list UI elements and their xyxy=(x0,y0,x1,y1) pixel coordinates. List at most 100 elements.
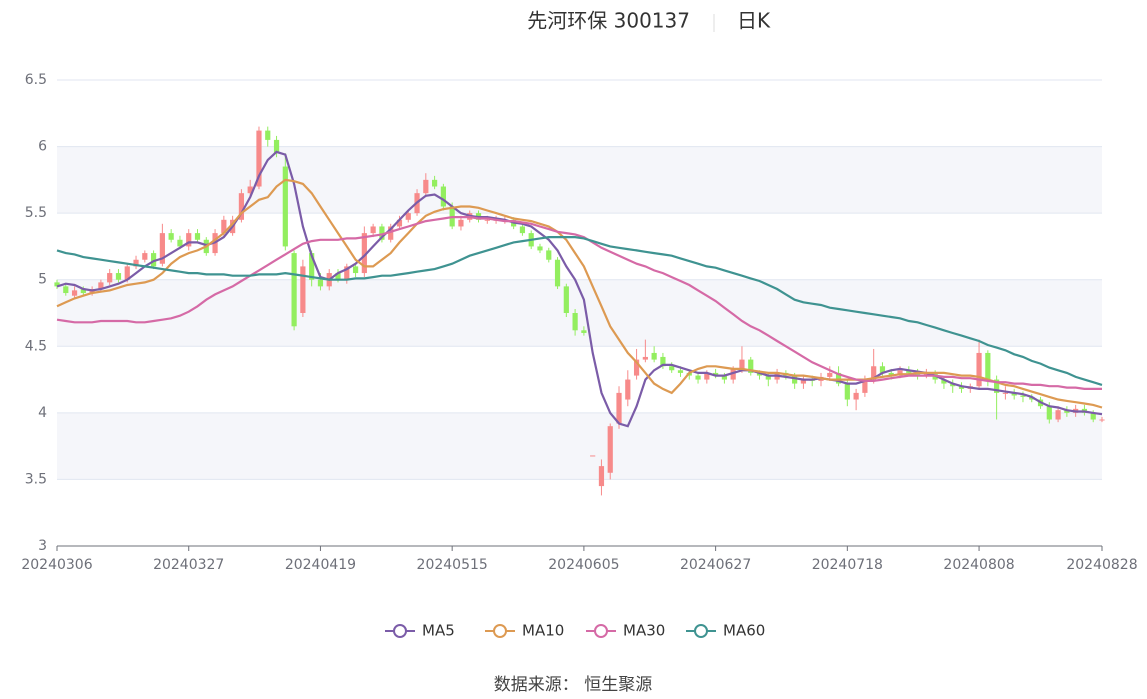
candle-body xyxy=(651,352,657,360)
candle-body xyxy=(695,375,701,380)
candle-body xyxy=(300,266,306,313)
candle-body xyxy=(800,379,807,384)
candle-body xyxy=(186,233,192,247)
x-tick-label: 20240808 xyxy=(943,557,1014,573)
candle-body xyxy=(563,286,569,313)
candle-body xyxy=(370,226,376,234)
candle-body xyxy=(616,392,622,424)
candle-body xyxy=(168,233,174,240)
candle-body xyxy=(923,372,929,376)
candle-body xyxy=(265,130,271,140)
source-note: 数据来源： 恒生聚源 xyxy=(494,675,652,695)
candle-body xyxy=(63,286,69,294)
x-tick-label: 20240515 xyxy=(417,557,488,573)
y-tick-label: 5 xyxy=(38,272,47,288)
candle-body xyxy=(335,273,341,280)
y-tick-label: 6.5 xyxy=(25,72,47,88)
candle-body xyxy=(827,372,833,377)
candle-body xyxy=(537,246,543,251)
candle-body xyxy=(388,226,394,240)
x-tick-label: 20240419 xyxy=(285,557,356,573)
chart-subtitle: 日K xyxy=(737,9,771,33)
candle-body xyxy=(906,370,912,373)
candle-body xyxy=(80,289,86,294)
candle-body xyxy=(317,279,324,287)
candle-body xyxy=(150,253,157,267)
candle-body xyxy=(440,186,446,207)
candle-body xyxy=(1002,392,1009,394)
candle-body xyxy=(247,186,253,194)
candle-body xyxy=(1046,406,1052,420)
candle-body xyxy=(1099,419,1105,421)
legend-item: MA60 xyxy=(686,622,765,640)
candle-body xyxy=(598,466,605,487)
ma-line xyxy=(56,178,1103,409)
candle-body xyxy=(862,379,868,393)
x-tick-label: 20240718 xyxy=(812,557,883,573)
candle-body xyxy=(844,383,850,400)
candle-body xyxy=(739,359,745,369)
y-tick-label: 4 xyxy=(38,405,47,421)
candle-body xyxy=(291,253,297,327)
candle-body xyxy=(379,226,385,240)
ma-line xyxy=(56,236,1103,386)
candle-body xyxy=(107,273,113,283)
candle-body xyxy=(748,359,754,373)
grid-band xyxy=(57,412,1102,480)
candle-body xyxy=(177,239,183,247)
candle-body xyxy=(853,392,859,400)
chart-title: 先河环保 300137 xyxy=(527,9,690,33)
candle-body xyxy=(835,372,842,384)
candle-body xyxy=(344,266,350,280)
candle-body xyxy=(98,282,104,290)
candle-body xyxy=(458,219,464,227)
candle-body xyxy=(756,372,763,376)
candle-body xyxy=(194,233,201,240)
candle-body xyxy=(642,356,648,360)
candle-body xyxy=(713,372,719,376)
candle-body xyxy=(950,383,956,387)
candle-body xyxy=(897,370,903,376)
candle-body xyxy=(572,313,578,331)
candle-body xyxy=(914,372,921,376)
candle-body xyxy=(941,379,947,384)
candle-body xyxy=(133,259,139,267)
legend-label: MA30 xyxy=(623,622,665,640)
legend-label: MA10 xyxy=(522,622,564,640)
candle-body xyxy=(352,266,359,274)
candle-body xyxy=(730,368,736,380)
y-tick-label: 6 xyxy=(38,139,47,155)
y-tick-label: 4.5 xyxy=(25,338,47,354)
candle-body xyxy=(958,386,965,389)
candle-body xyxy=(660,356,666,367)
candle-body xyxy=(142,253,148,260)
candle-body xyxy=(669,366,675,371)
legend-icon xyxy=(694,624,708,638)
candle-body xyxy=(985,352,991,380)
legend-label: MA5 xyxy=(422,622,455,640)
legend-item: MA5 xyxy=(385,622,455,640)
grid-band xyxy=(57,146,1102,214)
candle-body xyxy=(546,250,552,260)
candle-body xyxy=(1090,412,1096,420)
legend-item: MA10 xyxy=(485,622,564,640)
candle-body xyxy=(309,253,315,280)
candle-body xyxy=(519,226,526,234)
ma-line xyxy=(56,216,1102,390)
y-tick-label: 3.5 xyxy=(25,471,47,487)
candle-body xyxy=(879,366,886,373)
x-tick-label: 20240627 xyxy=(680,557,751,573)
candle-body xyxy=(115,273,122,280)
x-tick-label: 20240605 xyxy=(548,557,619,573)
legend-icon xyxy=(493,624,507,638)
candle-body xyxy=(976,352,982,387)
x-tick-label: 20240306 xyxy=(21,557,92,573)
legend-item: MA30 xyxy=(586,622,665,640)
candle-body xyxy=(765,375,771,380)
candle-body xyxy=(625,379,631,400)
x-tick-label: 20240327 xyxy=(153,557,224,573)
candle-body xyxy=(221,219,227,234)
candle-body xyxy=(888,372,894,376)
candle-body xyxy=(282,166,288,247)
candle-body xyxy=(159,233,165,264)
